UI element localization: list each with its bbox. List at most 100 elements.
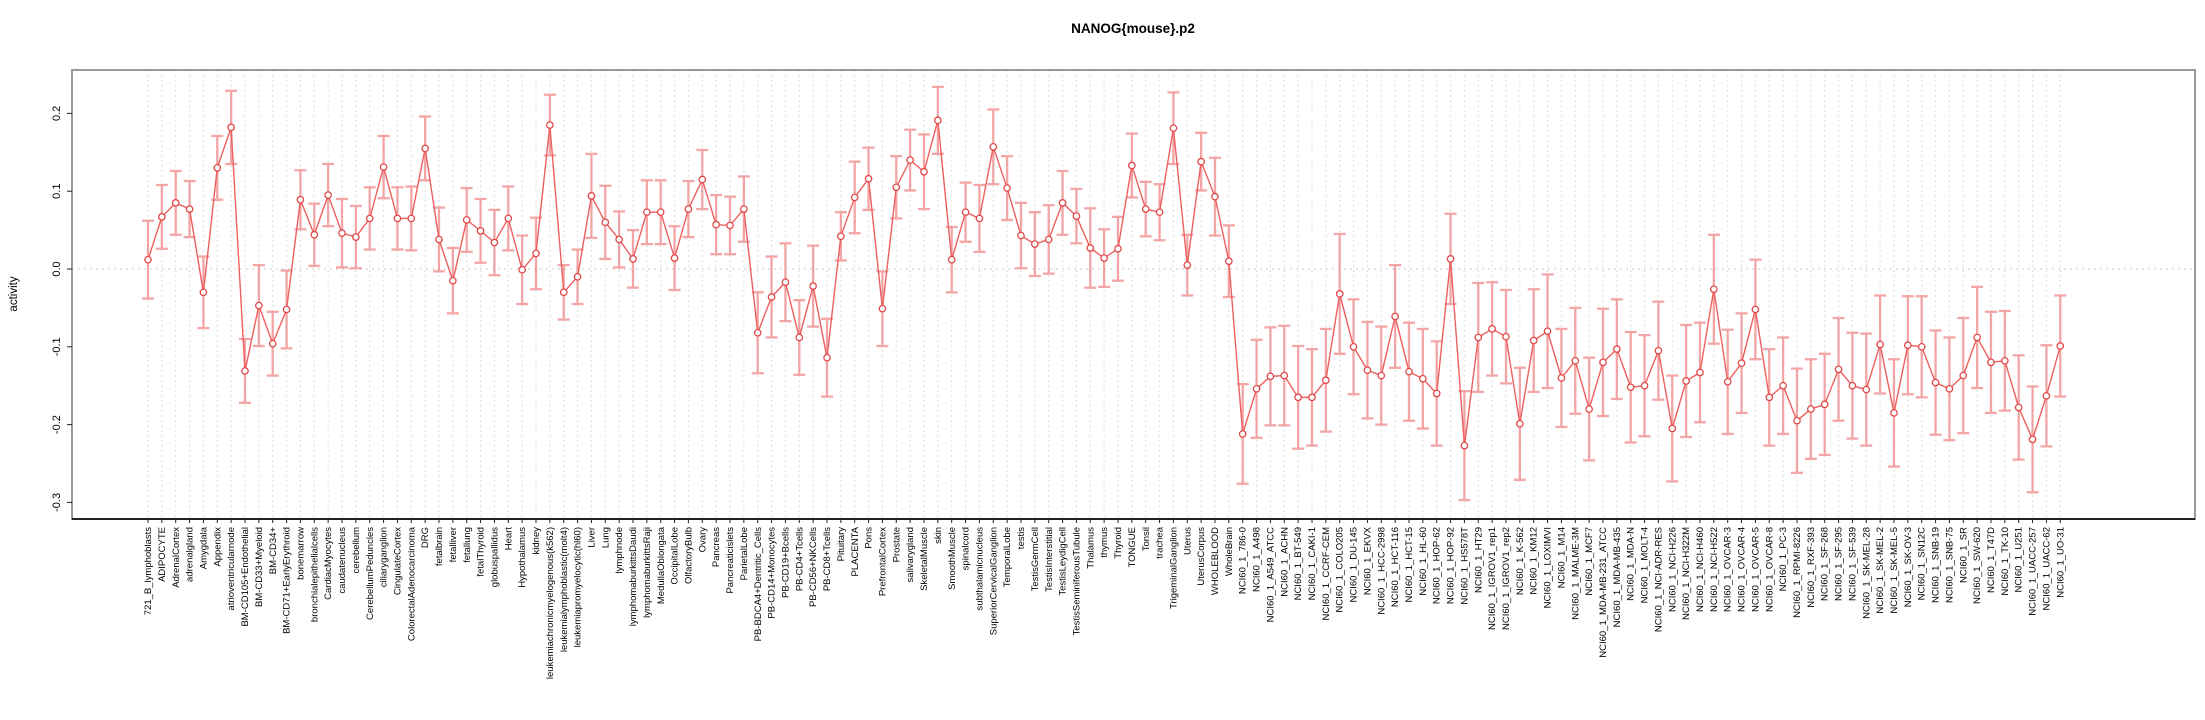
data-point-marker — [698, 175, 707, 184]
x-tick-label: SkeletalMuscle — [919, 527, 930, 591]
x-tick-label: NCI60_1_RPMI-8226 — [1792, 527, 1803, 618]
data-point-marker — [1432, 389, 1441, 398]
data-point-marker — [2028, 435, 2037, 444]
x-tick-label: NCI60_1_A498 — [1252, 527, 1263, 592]
data-point-marker — [1266, 372, 1275, 381]
data-point-marker — [171, 199, 180, 207]
data-point-marker — [1668, 424, 1677, 433]
x-tick-label: CerebellumPeduncles — [365, 527, 376, 620]
data-point-marker — [1321, 376, 1330, 385]
data-point-marker — [435, 235, 443, 244]
x-tick-label: Pituitary — [836, 527, 847, 562]
data-point-marker — [1973, 333, 1981, 342]
data-point-marker — [1391, 312, 1399, 321]
data-point-marker — [836, 232, 845, 241]
data-point-marker — [1308, 393, 1316, 402]
x-tick-label: NCI60_1_HCT-116 — [1390, 527, 1401, 607]
x-tick-label: WholeBrain — [1224, 527, 1235, 576]
x-tick-label: skin — [933, 527, 944, 544]
data-point-marker — [1917, 342, 1926, 351]
x-tick-label: Uterus — [1182, 527, 1193, 555]
data-point-marker — [1335, 290, 1344, 298]
x-tick-label: Thyroid — [1113, 527, 1124, 559]
x-tick-label: NCI60_1_K-562 — [1515, 527, 1526, 595]
data-point-marker — [740, 205, 748, 213]
x-tick-label: caudatenucleus — [337, 527, 348, 594]
data-point-marker — [1820, 400, 1829, 409]
x-tick-label: NCI60_1_HOP-92 — [1446, 527, 1457, 604]
x-tick-label: lymphomaburkittsRaji — [642, 527, 653, 618]
x-tick-label: lymphomaburkittsDaudi — [628, 527, 639, 626]
x-tick-label: NCI60_1_IGROV1_rep2 — [1501, 527, 1512, 630]
data-point-marker — [573, 272, 582, 281]
y-tick-label: -0.2 — [51, 415, 63, 434]
x-tick-label: NCI60_1_LOXIMVI — [1543, 527, 1554, 608]
data-point-marker — [2042, 391, 2051, 400]
data-point-marker — [795, 333, 804, 342]
data-point-marker — [1114, 244, 1122, 253]
x-tick-label: NCI60_1_UACC-257 — [2028, 527, 2039, 616]
data-point-marker — [1224, 257, 1233, 266]
data-point-marker — [1585, 405, 1593, 413]
x-tick-label: Ovary — [697, 527, 708, 553]
data-point-marker — [809, 282, 817, 290]
data-point-marker — [684, 205, 693, 213]
x-tick-label: TrigeminalGanglion — [1168, 527, 1179, 609]
data-point-marker — [476, 227, 485, 235]
data-point-marker — [864, 174, 873, 183]
data-point-marker — [587, 192, 596, 200]
data-point-marker — [1044, 235, 1053, 244]
data-point-marker — [504, 214, 513, 223]
data-point-marker — [1903, 341, 1912, 350]
data-point-marker — [1599, 358, 1607, 367]
x-tick-label: salivarygland — [905, 527, 916, 582]
x-tick-label: UterusCorpus — [1196, 527, 1207, 586]
data-point-marker — [643, 208, 651, 217]
data-point-marker — [407, 214, 416, 223]
data-point-marker — [1640, 381, 1649, 390]
data-point-marker — [185, 205, 194, 213]
y-tick-label: 0.2 — [51, 106, 63, 121]
x-tick-label: NCI60_1_OVCAR-3 — [1723, 527, 1734, 612]
data-point-marker — [906, 156, 914, 164]
x-tick-label: Amygdala — [198, 526, 209, 569]
x-tick-label: NCI60_1_EKVX — [1362, 526, 1373, 595]
data-point-marker — [712, 220, 720, 229]
data-point-marker — [546, 121, 554, 129]
data-point-marker — [1806, 405, 1815, 413]
data-point-marker — [1696, 368, 1704, 377]
x-tick-label: NCI60_1_OVCAR-4 — [1737, 527, 1748, 612]
x-tick-label: PB-BDCA4+Dentritic_Cells — [753, 527, 764, 642]
data-point-marker — [1363, 366, 1372, 374]
x-tick-label: TONGUE — [1127, 527, 1138, 567]
x-tick-label: leukemiachronicmyelogenous(k562) — [545, 527, 556, 679]
x-tick-label: PB-CD19+Bcells — [780, 527, 791, 598]
x-tick-label: ciliaryganglion — [379, 527, 390, 587]
data-point-marker — [1751, 305, 1760, 314]
x-tick-label: PrefrontalCortex — [877, 527, 888, 596]
data-point-marker — [338, 229, 346, 238]
data-point-marker — [532, 249, 540, 258]
x-tick-label: adrenalgland — [185, 527, 196, 582]
x-tick-label: NCI60_1_PC-3 — [1778, 527, 1789, 591]
data-point-marker — [629, 255, 637, 263]
data-point-marker — [1155, 208, 1164, 217]
x-tick-label: leukemialymphoblastic(molt4) — [559, 527, 570, 652]
x-tick-label: fetalThyroid — [476, 527, 487, 577]
x-tick-label: NCI60_1_SF-268 — [1820, 527, 1831, 601]
x-tick-label: bronchialepithelialcells — [309, 527, 320, 622]
data-point-marker — [1280, 371, 1289, 380]
data-point-marker — [1779, 381, 1787, 390]
data-point-marker — [1557, 374, 1566, 382]
data-point-marker — [490, 238, 499, 247]
data-point-marker — [1834, 365, 1843, 374]
x-tick-label: NCI60_1_KM12 — [1529, 527, 1540, 595]
data-point-marker — [823, 353, 831, 362]
x-tick-label: Appendix — [212, 527, 223, 567]
data-point-marker — [462, 216, 471, 224]
x-tick-label: NCI60_1_OVCAR-8 — [1764, 527, 1775, 612]
x-tick-label: NCI60_1_MDA-MB-231_ATCC — [1598, 527, 1609, 658]
x-tick-label: NCI60_1_COLO205 — [1335, 527, 1346, 613]
